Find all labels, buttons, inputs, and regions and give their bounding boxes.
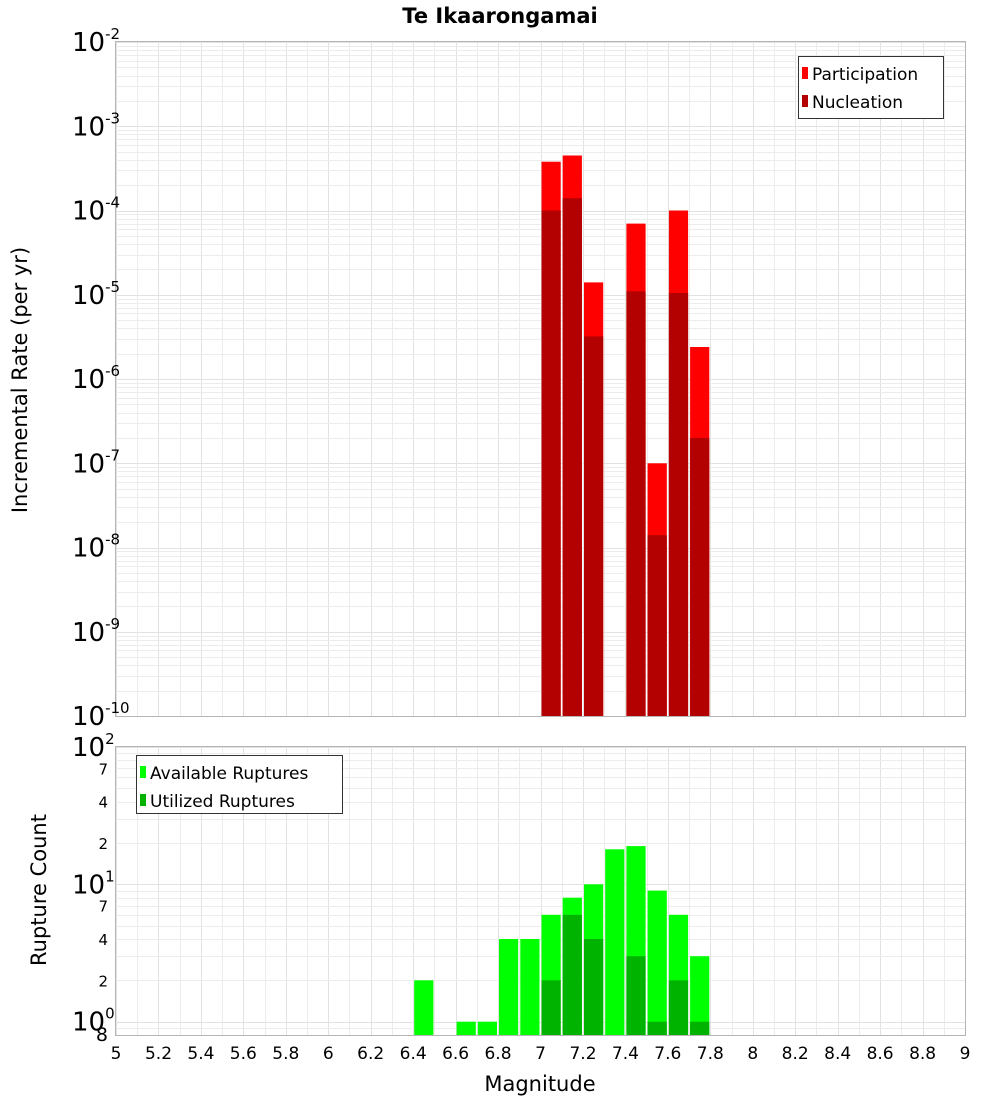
rate-plot-y-tick-label: 10-10 [72, 699, 130, 732]
x-tick-label: 6.4 [400, 1044, 427, 1064]
rate-plot-y-ticks: 10-10 10-9 10-8 10-7 10-6 10-5 10-4 10-3 10-2 [72, 25, 130, 732]
count-plot-bar-utilized-ruptures [647, 1021, 667, 1035]
rate-plot-legend-swatch [802, 95, 808, 107]
count-plot-y-ticks: 100 101 102 8 2 4 7 2 4 7 [72, 730, 115, 1046]
count-plot-bar-available-ruptures [477, 1021, 497, 1035]
count-plot-bar-available-ruptures [414, 980, 434, 1035]
rate-plot-legend: Participation Nucleation [798, 56, 944, 119]
count-plot-bar-available-ruptures [690, 956, 710, 1035]
count-plot-y-minor-tick-label: 2 [98, 972, 108, 990]
rate-plot-legend-swatch [802, 67, 808, 79]
x-tick-label: 8 [747, 1044, 758, 1064]
x-tick-label: 6.2 [357, 1044, 384, 1064]
rate-plot-y-tick-label: 10-8 [72, 531, 120, 564]
x-tick-label: 6.6 [442, 1044, 469, 1064]
x-tick-label: 5.2 [145, 1044, 172, 1064]
x-tick-label: 5.4 [187, 1044, 214, 1064]
count-plot-legend-swatch [140, 766, 146, 778]
count-plot-legend-box [136, 755, 343, 814]
count-plot-bar-utilized-ruptures [584, 939, 604, 1035]
rate-plot-y-tick-label: 10-2 [72, 25, 120, 58]
count-plot-y-minor-tick-label: 2 [98, 835, 108, 853]
count-plot-bars [414, 846, 710, 1035]
chart-title: Te Ikaarongamai [402, 4, 597, 28]
count-plot-legend: Available Ruptures Utilized Ruptures [136, 755, 343, 814]
x-axis-ticks: 5 5.2 5.4 5.6 5.8 6 6.2 6.4 6.6 6.8 7 7.2 7.4 7.6 7.8 8… [111, 1044, 971, 1064]
x-tick-label: 5.6 [230, 1044, 257, 1064]
rate-plot-bar-nucleation [584, 336, 604, 716]
x-tick-label: 8.8 [909, 1044, 936, 1064]
rate-plot-legend-box [798, 56, 944, 119]
x-tick-label: 7 [535, 1044, 546, 1064]
x-tick-label: 6 [323, 1044, 334, 1064]
x-tick-label: 7.6 [654, 1044, 681, 1064]
rate-plot-y-tick-label: 10-6 [72, 362, 120, 395]
count-plot-y-minor-tick-label: 7 [98, 760, 108, 778]
rate-plot-bars [541, 155, 710, 717]
rate-plot-bar-nucleation [562, 198, 582, 716]
count-plot-y-tick-label: 101 [72, 867, 115, 900]
count-plot-bar-available-ruptures [605, 849, 625, 1035]
x-tick-label: 7.8 [697, 1044, 724, 1064]
rate-plot-bar-nucleation [690, 437, 710, 716]
count-plot-y-tick-label: 100 [72, 1005, 115, 1038]
rate-plot-bar-nucleation [626, 291, 646, 716]
rate-plot-y-tick-label: 10-7 [72, 446, 120, 479]
x-tick-label: 8.2 [782, 1044, 809, 1064]
rate-plot-frame [115, 41, 966, 717]
count-plot-legend-label: Available Ruptures [150, 764, 308, 784]
count-plot-y-axis-title: Rupture Count [27, 814, 51, 966]
x-tick-label: 7.2 [569, 1044, 596, 1064]
count-plot-bar-utilized-ruptures [626, 956, 646, 1035]
count-plot-bar-utilized-ruptures [690, 1021, 710, 1035]
rate-plot-y-tick-label: 10-5 [72, 278, 120, 311]
rate-plot-bar-nucleation [668, 293, 689, 716]
count-plot-bar-available-ruptures [647, 890, 667, 1035]
count-plot-y-tick-label: 102 [72, 730, 115, 763]
count-plot: 100 101 102 8 2 4 7 2 4 7 Available Ruptures Utili… [72, 730, 966, 1046]
count-plot-y-minor-tick-label: 8 [96, 1024, 108, 1046]
count-plot-bar-available-ruptures [520, 939, 540, 1035]
count-plot-frame [115, 746, 966, 1036]
rate-plot-grid [116, 42, 966, 717]
count-plot-legend-swatch [140, 794, 146, 806]
x-tick-label: 6.8 [484, 1044, 511, 1064]
count-plot-legend-label: Utilized Ruptures [150, 792, 295, 812]
rate-plot-bar-nucleation [647, 535, 667, 716]
count-plot-grid [116, 747, 966, 1036]
count-plot-y-minor-tick-label: 7 [98, 898, 108, 916]
rate-plot-legend-label: Nucleation [812, 93, 903, 113]
x-tick-label: 8.6 [867, 1044, 894, 1064]
count-plot-bar-utilized-ruptures [562, 914, 582, 1035]
count-plot-y-minor-tick-label: 4 [98, 931, 108, 949]
count-plot-bar-available-ruptures [456, 1021, 476, 1035]
count-plot-bar-utilized-ruptures [668, 980, 689, 1035]
x-tick-label: 5.8 [272, 1044, 299, 1064]
rate-plot-legend-label: Participation [812, 65, 918, 85]
x-tick-label: 8.4 [824, 1044, 851, 1064]
rate-plot-y-tick-label: 10-3 [72, 109, 120, 142]
count-plot-bar-utilized-ruptures [541, 980, 561, 1035]
rate-plot-y-axis-title: Incremental Rate (per yr) [8, 247, 32, 513]
count-plot-y-minor-tick-label: 4 [98, 794, 108, 812]
rate-plot: 10-10 10-9 10-8 10-7 10-6 10-5 10-4 10-3 10-2 Pa… [72, 25, 966, 732]
x-tick-label: 9 [960, 1044, 971, 1064]
x-axis-title: Magnitude [484, 1072, 595, 1096]
rate-plot-y-tick-label: 10-4 [72, 194, 120, 227]
rate-plot-y-tick-label: 10-9 [72, 615, 120, 648]
x-tick-label: 5 [111, 1044, 122, 1064]
count-plot-bar-available-ruptures [499, 939, 519, 1035]
rate-plot-bar-nucleation [541, 210, 561, 716]
x-tick-label: 7.4 [612, 1044, 639, 1064]
